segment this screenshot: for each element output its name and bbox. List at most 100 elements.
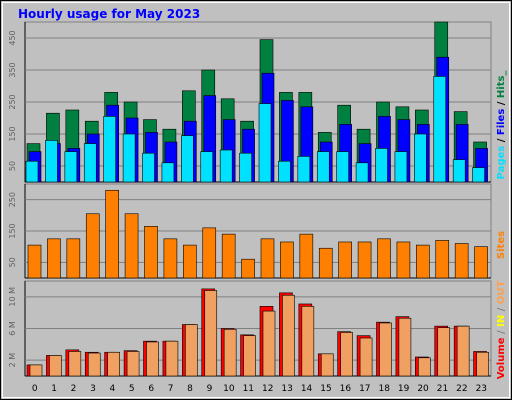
hour-label: 6: [148, 384, 154, 394]
out-bar: [223, 328, 237, 377]
pages-bar: [297, 156, 311, 183]
pages-bar: [142, 152, 155, 183]
hour-label: 12: [262, 384, 273, 394]
hour-label: 22: [456, 384, 467, 394]
hour-label: 4: [110, 384, 116, 394]
hour-label: 1: [51, 384, 57, 394]
sites-bar: [27, 244, 42, 279]
panel-top-tick-label: 350: [8, 62, 17, 77]
sites-bar: [454, 243, 469, 279]
panel-top-tick-label: 150: [8, 126, 17, 141]
sites-bar: [85, 213, 100, 279]
chart-title: Hourly usage for May 2023: [18, 7, 200, 21]
out-bar: [456, 325, 470, 377]
hour-label: 19: [398, 384, 410, 394]
sites-bar: [144, 226, 158, 279]
pages-bar: [472, 167, 485, 183]
legend-pages-files-hits-part: /: [496, 98, 507, 109]
legend-pages-files-hits-part: _: [496, 71, 507, 76]
sites-bar: [338, 241, 352, 279]
out-bar: [87, 352, 101, 377]
hour-label: 11: [243, 384, 254, 394]
hour-label: 23: [476, 384, 487, 394]
hour-label: 21: [437, 384, 448, 394]
sites-bar: [377, 238, 391, 279]
hour-label: 16: [340, 384, 352, 394]
legend-volume-in-out-part: OUT: [496, 281, 507, 305]
hour-label: 7: [168, 384, 174, 394]
legend-pages-files-hits-part: Hits: [496, 76, 507, 99]
sites-bar: [435, 240, 450, 279]
out-bar: [418, 357, 431, 377]
sites-bar: [241, 258, 255, 279]
panel-top-tick-label: 50: [8, 161, 17, 171]
out-bar: [262, 310, 276, 377]
pages-bar: [414, 133, 427, 183]
sites-bar: [474, 246, 488, 279]
pages-bar: [200, 151, 214, 183]
out-bar: [49, 355, 62, 377]
legend-sites: Sites: [496, 231, 507, 259]
legend-volume-in-out-part: /: [496, 327, 507, 338]
panel-bottom-tick-label: 10 M: [8, 287, 17, 307]
legend-sites-part: Sites: [496, 231, 507, 259]
legend-volume-in-out: Volume / IN / OUT: [496, 281, 507, 380]
pages-bar: [161, 162, 175, 183]
out-bar: [204, 290, 218, 377]
out-bar: [243, 335, 256, 377]
out-bar: [126, 351, 140, 377]
legend-volume-in-out-part: IN: [496, 315, 507, 327]
out-bar: [437, 327, 451, 377]
sites-bar: [105, 189, 119, 279]
sites-bar: [163, 238, 178, 279]
pages-bar: [83, 143, 97, 183]
sites-bar: [124, 213, 139, 279]
sites-bar: [260, 238, 275, 279]
panel-middle-tick-label: 150: [8, 223, 17, 238]
hour-label: 3: [90, 384, 96, 394]
legend-pages-files-hits-part: Files: [496, 109, 507, 135]
hour-label: 10: [223, 384, 235, 394]
pages-bar: [122, 133, 136, 183]
sites-bar: [47, 238, 61, 279]
sites-bar: [357, 241, 372, 279]
legend-volume-in-out-part: Volume: [496, 337, 507, 379]
sites-bar: [202, 227, 217, 279]
hour-label: 9: [207, 384, 213, 394]
out-bar: [282, 294, 295, 377]
out-bar: [185, 324, 198, 377]
panel-middle-tick-label: 50: [8, 257, 17, 267]
out-bar: [68, 351, 82, 377]
out-bar: [301, 306, 315, 377]
sites-bar: [416, 244, 430, 279]
out-bar: [379, 322, 392, 377]
hour-label: 13: [281, 384, 292, 394]
pages-bar: [394, 151, 408, 183]
hour-label: 20: [417, 384, 429, 394]
hour-label: 0: [32, 384, 38, 394]
pages-bar: [452, 159, 466, 183]
out-bar: [165, 340, 179, 377]
panel-bottom-tick-label: 2 M: [8, 353, 17, 368]
panel-middle-tick-label: 250: [8, 192, 17, 207]
hour-label: 8: [187, 384, 193, 394]
out-bar: [340, 332, 353, 377]
out-bar: [476, 351, 489, 377]
legend-pages-files-hits: Pages / Files / Hits_: [496, 71, 507, 180]
sites-bar: [221, 233, 236, 279]
out-bar: [398, 317, 412, 377]
out-bar: [29, 364, 43, 377]
pages-bar: [103, 116, 116, 183]
hour-label: 5: [129, 384, 135, 394]
sites-bar: [396, 241, 411, 279]
hour-label: 18: [378, 384, 390, 394]
out-bar: [359, 337, 373, 377]
pages-bar: [316, 151, 330, 183]
sites-bar: [299, 233, 314, 279]
panel-top-tick-label: 450: [8, 30, 17, 45]
legend-pages-files-hits-part: Pages: [496, 146, 507, 180]
pages-bar: [64, 151, 78, 183]
hour-label: 17: [359, 384, 370, 394]
